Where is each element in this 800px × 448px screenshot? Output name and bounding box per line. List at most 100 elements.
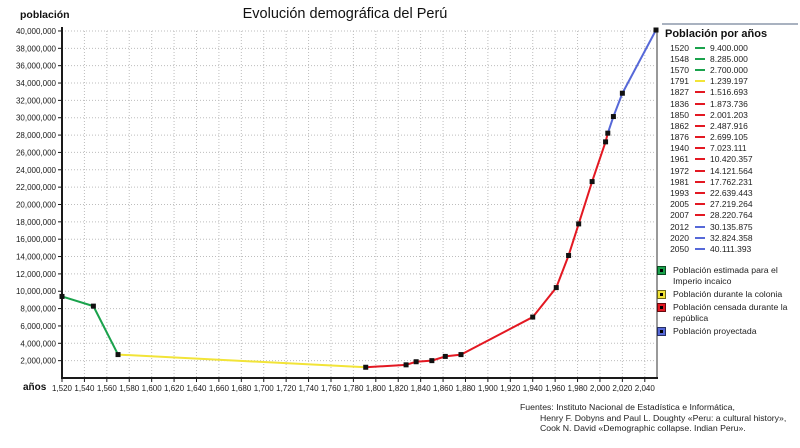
y-tick-label: 26,000,000 [16, 148, 57, 157]
x-tick-label: 1,520 [52, 384, 73, 393]
row-year: 1981 [670, 176, 689, 187]
row-color-dash [695, 169, 705, 172]
data-point-marker [413, 359, 419, 365]
data-point-marker [610, 114, 616, 120]
row-year: 1876 [670, 132, 689, 143]
row-value: 27.219.264 [710, 199, 753, 210]
data-point-marker [603, 139, 609, 145]
row-value: 17.762.231 [710, 176, 753, 187]
x-tick-label: 1,620 [164, 384, 185, 393]
row-value: 2.487.916 [710, 120, 748, 131]
row-year: 1548 [670, 53, 689, 64]
row-color-dash [695, 80, 705, 83]
y-tick-label: 12,000,000 [16, 270, 57, 279]
data-point-marker [619, 90, 625, 96]
row-value: 10.420.357 [710, 154, 753, 165]
row-color-dash [695, 102, 705, 105]
row-color-dash [695, 203, 705, 206]
series-line-green [61, 295, 119, 356]
legend-swatch-icon [657, 327, 666, 336]
y-tick-label: 18,000,000 [16, 218, 57, 227]
x-tick-label: 1,960 [545, 384, 566, 393]
row-value: 2.001.203 [710, 109, 748, 120]
row-value: 9.400.000 [710, 42, 748, 53]
data-point-marker [458, 352, 464, 358]
y-tick-label: 2,000,000 [20, 357, 56, 366]
row-value: 7.023.111 [710, 143, 747, 154]
row-year: 2005 [670, 199, 689, 210]
row-year: 2007 [670, 210, 689, 221]
data-point-marker [589, 179, 595, 185]
x-tick-label: 1,900 [478, 384, 499, 393]
x-tick-label: 1,560 [97, 384, 118, 393]
row-value: 1.516.693 [710, 87, 748, 98]
row-color-dash [695, 192, 705, 195]
row-value: 14.121.564 [710, 165, 753, 176]
row-color-dash [695, 46, 705, 49]
row-year: 2012 [670, 221, 689, 232]
population-table-row: 1836 1.873.736 [663, 98, 798, 109]
x-tick-label: 2,020 [612, 384, 633, 393]
y-tick-label: 28,000,000 [16, 131, 57, 140]
row-color-dash [695, 214, 705, 217]
x-tick-label: 1,720 [276, 384, 297, 393]
row-value: 2.699.105 [710, 132, 748, 143]
row-value: 2.700.000 [710, 64, 748, 75]
legend-label: Población estimada para el Imperio incai… [673, 265, 778, 286]
row-color-dash [695, 247, 705, 250]
x-tick-label: 1,880 [455, 384, 476, 393]
x-tick-label: 1,700 [254, 384, 275, 393]
sources-note: Fuentes: Instituto Nacional de Estadísti… [520, 402, 786, 434]
legend-marker-dot [660, 293, 663, 296]
data-point-marker [605, 130, 611, 136]
x-tick-label: 2,000 [590, 384, 611, 393]
x-tick-label: 1,840 [411, 384, 432, 393]
legend-swatch-icon [657, 290, 666, 299]
row-year: 1862 [670, 120, 689, 131]
row-year: 1836 [670, 98, 689, 109]
legend-marker-dot [660, 269, 663, 272]
data-point-marker [576, 221, 582, 227]
legend-item: Población proyectada [657, 326, 799, 337]
row-color-dash [695, 158, 705, 161]
series-line-yellow [117, 353, 366, 369]
population-by-year-table: 1520 9.400.000 1548 8.285.000 1570 2.700.000 1… [663, 42, 798, 255]
x-tick-label: 1,680 [231, 384, 252, 393]
row-year: 1827 [670, 87, 689, 98]
population-table-row: 1850 2.001.203 [663, 109, 798, 120]
x-tick-label: 1,920 [500, 384, 521, 393]
legend-item: Población estimada para el Imperio incai… [657, 265, 799, 287]
population-table-row: 1876 2.699.105 [663, 132, 798, 143]
population-table-row: 1993 22.639.443 [663, 187, 798, 198]
data-point-marker [566, 252, 572, 258]
legend-label: Población proyectada [673, 326, 757, 336]
legend-marker-dot [660, 306, 663, 309]
population-table-row: 1520 9.400.000 [663, 42, 798, 53]
row-year: 1791 [670, 76, 689, 87]
row-value: 1.873.736 [710, 98, 748, 109]
y-tick-label: 40,000,000 [16, 27, 57, 36]
x-tick-label: 1,540 [74, 384, 95, 393]
y-tick-label: 32,000,000 [16, 96, 57, 105]
population-table-row: 1940 7.023.111 [663, 143, 798, 154]
side-panel-divider [662, 23, 798, 25]
data-point-marker [90, 303, 96, 309]
row-value: 22.639.443 [710, 188, 753, 199]
row-year: 2050 [670, 243, 689, 254]
row-value: 32.824.358 [710, 232, 753, 243]
population-table-row: 2050 40.111.393 [663, 243, 798, 254]
data-point-marker [363, 364, 369, 370]
population-table-row: 2020 32.824.358 [663, 232, 798, 243]
row-color-dash [695, 91, 705, 94]
data-point-marker [530, 314, 536, 320]
x-tick-label: 1,580 [119, 384, 140, 393]
population-table-row: 1981 17.762.231 [663, 176, 798, 187]
x-tick-label: 1,600 [142, 384, 163, 393]
x-tick-label: 1,820 [388, 384, 409, 393]
row-value: 30.135.875 [710, 221, 753, 232]
population-table-row: 1548 8.285.000 [663, 53, 798, 64]
row-value: 40.111.393 [710, 243, 752, 254]
row-value: 8.285.000 [710, 53, 748, 64]
legend-swatch-icon [657, 266, 666, 275]
